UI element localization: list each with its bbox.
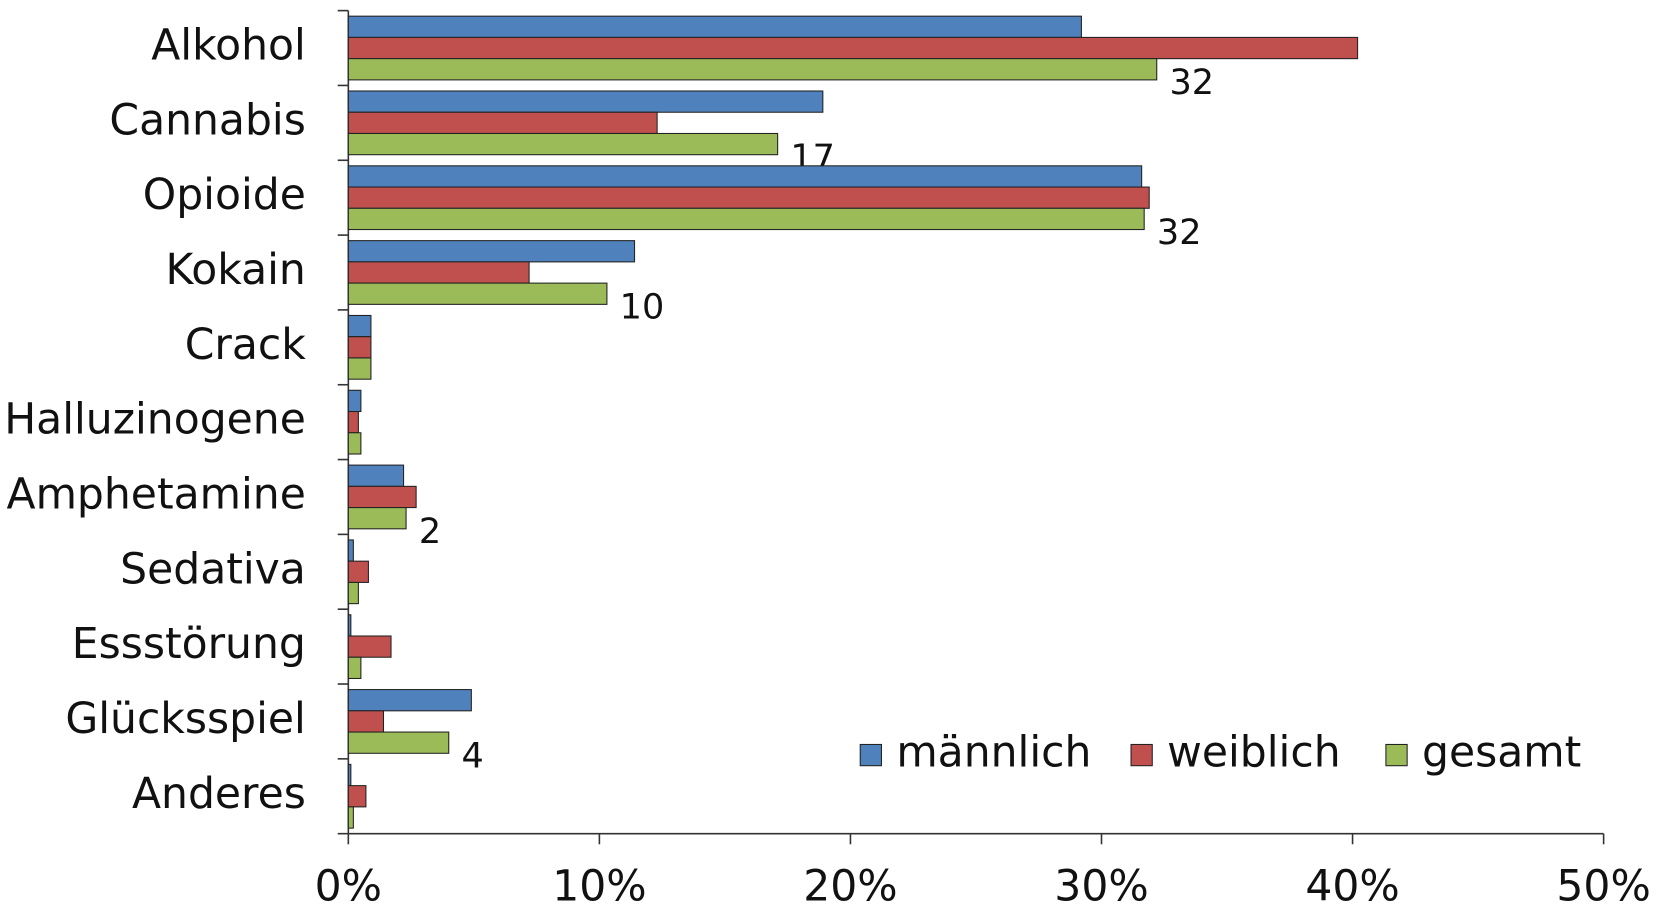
bar <box>347 710 385 733</box>
y-tick-label: Opioide <box>143 171 306 220</box>
bar <box>347 389 362 413</box>
y-tick-label: Cannabis <box>109 96 305 145</box>
x-tick-label: 20% <box>803 862 897 907</box>
y-tick-label: Amphetamine <box>7 470 306 519</box>
bar <box>347 15 1082 38</box>
bar <box>347 464 405 487</box>
x-tick-label: 30% <box>1054 862 1148 907</box>
bar <box>347 507 407 530</box>
legend-label: männlich <box>896 729 1091 778</box>
data-label: 32 <box>1157 212 1202 253</box>
y-tick-label: Kokain <box>166 246 306 295</box>
x-tick-label: 50% <box>1556 862 1650 907</box>
bar <box>347 581 359 605</box>
x-tick-label: 40% <box>1305 862 1399 907</box>
bar <box>347 314 372 338</box>
bar <box>347 111 658 135</box>
y-tick-label: Anderes <box>132 770 306 819</box>
bar <box>347 689 472 712</box>
x-tick-label: 0% <box>315 862 382 907</box>
bar <box>347 357 372 380</box>
bar <box>347 635 392 658</box>
bar <box>347 336 372 359</box>
bar <box>347 90 824 113</box>
bar <box>347 165 1143 188</box>
legend-swatch <box>859 743 882 767</box>
legend-swatch <box>1385 743 1408 767</box>
bar <box>347 58 1158 81</box>
bar <box>347 240 636 263</box>
bar <box>347 485 417 509</box>
x-tick-label: 10% <box>552 862 646 907</box>
legend-swatch <box>1130 743 1153 767</box>
data-label: 2 <box>419 511 441 552</box>
bar <box>347 282 608 305</box>
legend-label: gesamt <box>1422 729 1581 778</box>
y-tick-label: Essstörung <box>72 620 306 669</box>
data-label: 4 <box>462 736 484 777</box>
bar <box>347 186 1150 209</box>
bar <box>347 207 1145 231</box>
data-label: 10 <box>620 287 665 328</box>
bar <box>347 36 1359 60</box>
bar <box>347 806 354 829</box>
data-label: 32 <box>1169 62 1214 103</box>
bar <box>347 656 362 680</box>
y-tick-label: Glücksspiel <box>65 695 306 744</box>
bar <box>347 560 369 583</box>
y-tick-label: Crack <box>185 321 306 370</box>
y-tick-label: Sedativa <box>120 545 306 594</box>
bar <box>347 785 367 808</box>
bar <box>347 261 530 284</box>
bar <box>347 614 352 637</box>
bar <box>347 539 354 562</box>
bar <box>347 410 359 434</box>
legend-label: weiblich <box>1167 729 1340 778</box>
bar <box>347 132 779 156</box>
bar <box>347 731 450 754</box>
bar <box>347 763 352 787</box>
y-tick-label: Alkohol <box>151 22 306 71</box>
plot: 0% 10% 20% 30% 40% 50%Alkohol32Cannabis17Opio… <box>4 9 1651 907</box>
bar <box>347 432 362 455</box>
y-tick-label: Halluzinogene <box>4 396 306 445</box>
